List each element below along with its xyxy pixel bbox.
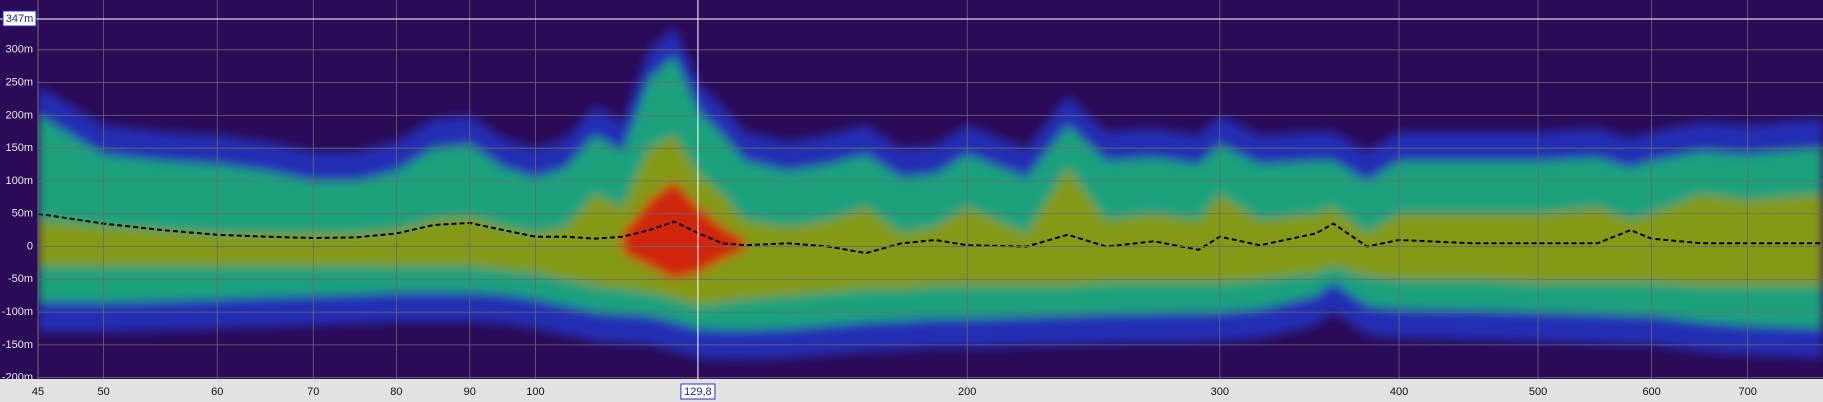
x-tick-label: 90: [464, 386, 476, 398]
y-tick-label: 150m: [5, 142, 33, 154]
y-tick-label: 250m: [5, 77, 33, 89]
y-tick-label: 50m: [12, 208, 33, 220]
y-tick-label: 0: [27, 240, 33, 252]
x-tick-label: 200: [958, 386, 976, 398]
energy-band: [622, 180, 746, 280]
x-tick-label: 80: [390, 386, 402, 398]
cursor-y-label-box: [2, 10, 37, 27]
spectrogram: [38, 26, 1823, 360]
y-tick-label: -150m: [2, 339, 33, 351]
y-tick-label: 200m: [5, 109, 33, 121]
cursor-y-label: 347m: [6, 13, 34, 25]
y-tick-label: 300m: [5, 44, 33, 56]
energy-band: [38, 135, 1823, 306]
x-tick-label: 500: [1529, 386, 1547, 398]
cursor-x-label: 129,8: [684, 386, 712, 398]
y-tick-label: -200m: [2, 372, 33, 384]
x-tick-label: 100: [526, 386, 544, 398]
line-series: [38, 212, 1823, 255]
x-tick-label: 60: [211, 386, 223, 398]
x-tick-label: 50: [98, 386, 110, 398]
y-tick-label: 100m: [5, 175, 33, 187]
x-tick-label: 70: [307, 386, 319, 398]
cursor-x-label-box: [680, 383, 716, 400]
x-tick-label: 45: [32, 386, 44, 398]
x-tick-label: 300: [1211, 386, 1229, 398]
x-tick-label: 400: [1390, 386, 1408, 398]
x-tick-label: 700: [1738, 386, 1756, 398]
x-axis-strip: [0, 379, 1823, 402]
y-tick-label: -50m: [8, 273, 33, 285]
y-tick-label: -100m: [2, 306, 33, 318]
x-tick-label: 600: [1642, 386, 1660, 398]
plot-area: [38, 26, 1823, 360]
